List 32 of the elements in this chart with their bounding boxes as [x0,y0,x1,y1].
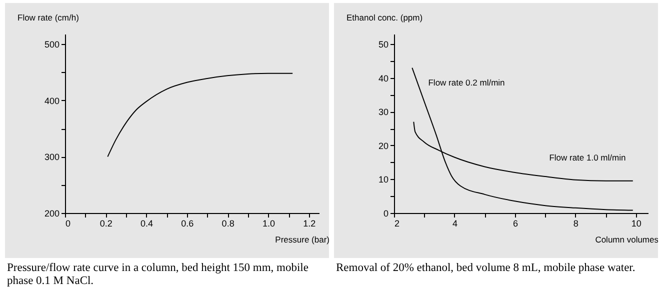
x-axis-title: Column volumes [595,234,658,244]
x-axis-title: Pressure (bar) [275,234,330,244]
y-tick-label: 400 [44,96,60,106]
y-tick-label: 40 [378,73,388,84]
y-tick-label: 30 [378,107,388,118]
x-tick-label: 10 [631,218,642,228]
series-label: Flow rate 1.0 ml/min [549,152,626,163]
y-tick-label: 0 [383,208,388,218]
x-tick-label: 1.2 [303,218,316,228]
y-tick-label: 200 [44,208,60,218]
x-tick-label: 6 [512,218,518,228]
text: Removal of 20% ethanol, bed volume 8 mL, mobile phase water. [335,262,636,275]
x-tick-label: 0.6 [181,218,194,228]
line-series [107,72,294,158]
x-tick-label: 1.0 [262,218,275,228]
text: Pressure/flow rate curve in a column, bed height 150 mm, mobile phase 0.1 M NaCl. [6,262,310,288]
series-label: Flow rate 0.2 ml/min [428,78,506,88]
x-tick-label: 0.2 [100,218,112,228]
y-axis-title: Ethanol conc. (ppm) [346,12,423,22]
x-tick-label: 4 [452,218,458,228]
y-tick-label: 10 [378,174,388,185]
x-tick-label: 0 [66,218,71,228]
x-tick-label: 8 [573,218,578,228]
y-tick-label: 500 [44,40,60,50]
y-axis-title: Flow rate (cm/h) [18,12,80,22]
y-tick-label: 50 [378,40,388,50]
x-tick-label: 0.8 [222,218,234,228]
y-tick-label: 300 [44,152,60,162]
x-tick-label: 0.4 [140,218,154,228]
line-series [412,67,634,211]
y-tick-label: 20 [378,140,388,151]
x-tick-label: 2 [394,218,400,228]
